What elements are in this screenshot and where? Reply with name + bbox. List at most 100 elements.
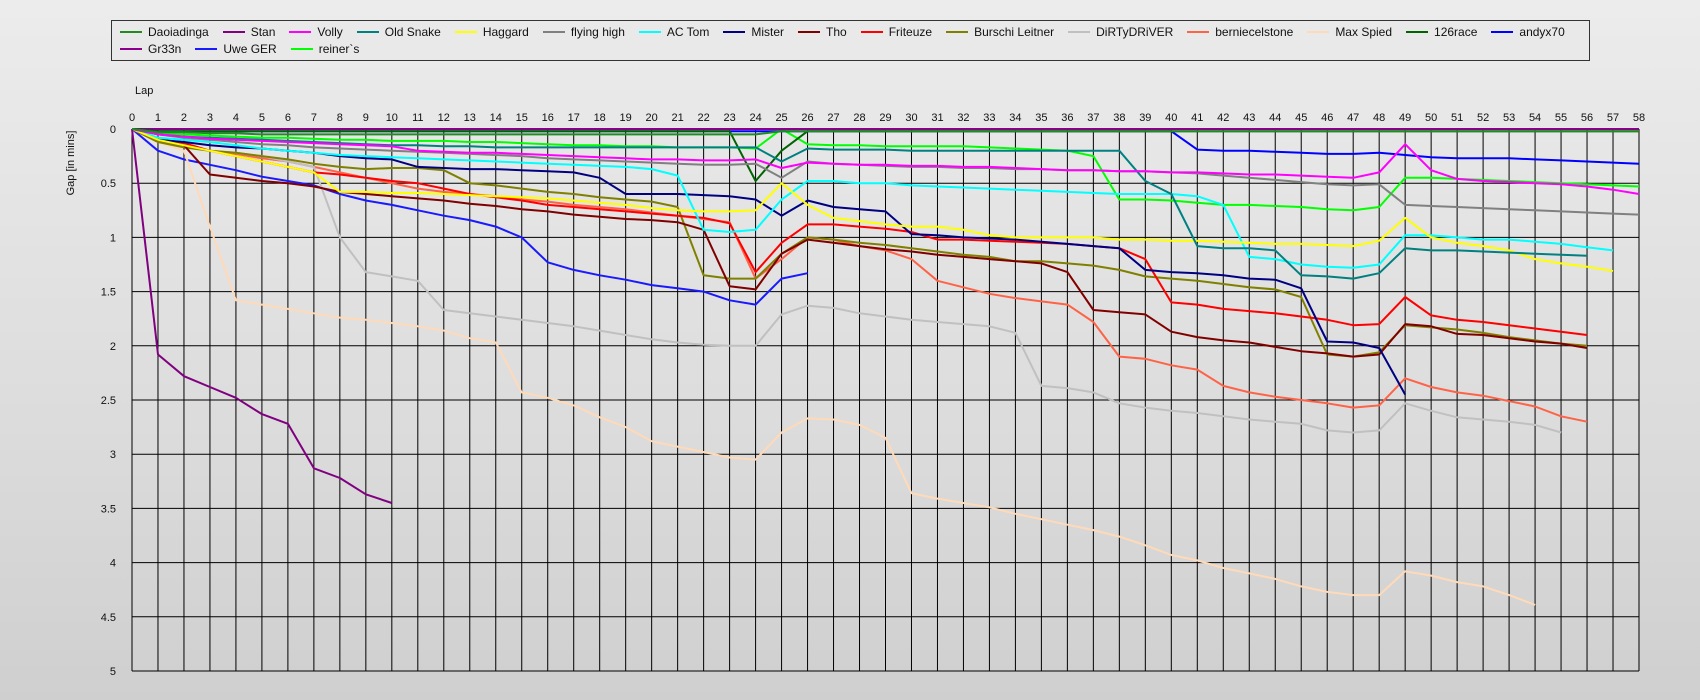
legend-item: berniecelstone [1187,24,1293,40]
x-tick-label: 40 [1165,112,1177,124]
legend-swatch [1406,31,1429,33]
series-line [131,128,1588,280]
y-tick-label: 4 [110,558,116,570]
legend-item: Friteuze [860,24,932,40]
legend-label: AC Tom [666,25,710,39]
x-tick-label: 52 [1477,112,1489,124]
x-tick-label: 2 [181,112,187,124]
legend-swatch [120,48,142,50]
legend-item: AC Tom [638,24,710,40]
legend-item: Uwe GER [195,41,277,57]
legend-swatch [289,31,312,33]
x-tick-label: 18 [594,112,606,124]
x-tick-label: 35 [1035,112,1047,124]
x-tick-label: 23 [723,112,735,124]
x-tick-label: 49 [1399,112,1411,124]
x-tick-label: 8 [337,112,343,124]
x-tick-label: 31 [931,112,943,124]
legend-label: Volly [317,25,343,39]
x-tick-label: 30 [905,112,917,124]
legend-swatch [723,31,746,33]
legend-label: Haggard [482,25,529,39]
x-tick-label: 24 [749,112,761,124]
legend-swatch [1187,31,1210,33]
legend-label: Max Spied [1335,25,1393,39]
x-tick-label: 22 [697,112,709,124]
y-tick-label: 0 [110,124,116,136]
series-line [131,128,1640,195]
legend-swatch [290,48,313,50]
legend-swatch [356,31,379,33]
legend-swatch [120,31,142,33]
x-tick-label: 36 [1061,112,1073,124]
y-tick-label: 1 [110,232,116,244]
series-line [131,128,1588,336]
y-tick-label: 5 [110,666,116,678]
x-tick-label: 17 [568,112,580,124]
y-tick-label: 2 [110,341,116,353]
x-tick-label: 13 [464,112,476,124]
x-tick-label: 55 [1555,112,1567,124]
legend-label: DiRTyDRiVER [1096,25,1174,39]
legend-label: 126race [1434,25,1478,39]
x-tick-label: 26 [801,112,813,124]
x-tick-label: 43 [1243,112,1255,124]
series-line [131,128,393,504]
legend-item: Old Snake [356,24,441,40]
x-tick-label: 58 [1633,112,1645,124]
x-tick-label: 41 [1191,112,1203,124]
series-line [131,128,1640,216]
legend-label: reiner`s [318,42,360,56]
x-tick-label: 4 [233,112,239,124]
x-tick-label: 12 [438,112,450,124]
legend-item: Haggard [454,24,529,40]
y-axis-label: Gap [in mins] [65,131,77,196]
series-line [131,128,808,306]
x-tick-label: 39 [1139,112,1151,124]
y-tick-label: 4.5 [101,612,116,624]
legend-label: Uwe GER [223,42,277,56]
series-line [131,128,1614,272]
x-tick-label: 53 [1503,112,1515,124]
legend-swatch [638,31,661,33]
x-tick-label: 28 [853,112,865,124]
legend-item: 126race [1406,24,1477,40]
x-tick-label: 47 [1347,112,1359,124]
legend-swatch [798,31,821,33]
x-tick-label: 25 [775,112,787,124]
x-tick-label: 34 [1009,112,1021,124]
x-tick-label: 32 [957,112,969,124]
y-tick-label: 3.5 [101,503,116,515]
y-tick-label: 0.5 [101,178,116,190]
series-line [131,128,1407,396]
x-tick-label: 11 [412,112,423,124]
legend-label: Daoiadinga [148,25,209,39]
legend-label: andyx70 [1519,25,1565,39]
x-tick-label: 51 [1451,112,1463,124]
legend-label: Tho [826,25,847,39]
legend-label: Mister [751,25,785,39]
x-tick-label: 27 [827,112,839,124]
legend-swatch [1307,31,1330,33]
legend-item: Tho [798,24,847,40]
series-line [131,128,1639,136]
x-tick-label: 7 [311,112,317,124]
x-tick-label: 48 [1373,112,1385,124]
x-tick-label: 20 [646,112,658,124]
series-line [131,128,1588,358]
x-tick-label: 37 [1087,112,1099,124]
x-tick-label: 44 [1269,112,1281,124]
legend-swatch [222,31,245,33]
x-tick-label: 38 [1113,112,1125,124]
x-tick-label: 6 [285,112,291,124]
legend: Daoiadinga Stan Volly Old Snake Haggard flyin… [111,20,1590,61]
legend-label: Gr33n [148,42,182,56]
x-tick-label: 57 [1607,112,1619,124]
x-tick-label: 15 [516,112,528,124]
x-tick-label: 1 [155,112,161,124]
legend-item: Volly [289,24,343,40]
legend-item: Burschi Leitner [946,24,1054,40]
legend-swatch [454,31,477,33]
x-tick-label: 21 [672,112,684,124]
x-axis-label: Lap [135,85,153,97]
